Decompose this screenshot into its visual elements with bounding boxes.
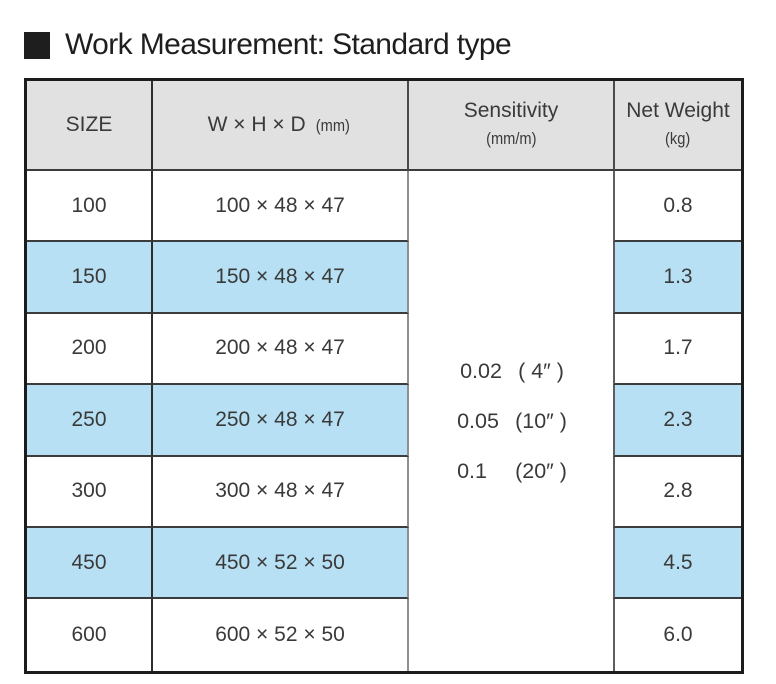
section-header: Work Measurement: Standard type xyxy=(24,28,512,62)
column-header-net-weight: Net Weight (kg) xyxy=(615,81,741,171)
sensitivity-merged-cell: 0.02 ( 4″ ) 0.05 (10″ ) 0.1 (20″ ) xyxy=(409,171,615,671)
net-weight-cell: 6.0 xyxy=(613,599,741,671)
sensitivity-line: 0.05 (10″ ) xyxy=(457,396,567,446)
dimensions-cell: 100 × 48 × 47 xyxy=(153,171,409,243)
size-cell: 600 xyxy=(27,599,153,671)
size-cell: 250 xyxy=(27,385,153,457)
sensitivity-line: 0.02 ( 4″ ) xyxy=(460,346,564,396)
dimensions-unit-label: (mm) xyxy=(315,115,350,135)
net-weight-cell: 4.5 xyxy=(613,527,741,600)
spec-table: SIZE W × H × D (mm) Sensitivity (mm/m) Ne… xyxy=(24,78,744,674)
dimensions-cell: 150 × 48 × 47 xyxy=(153,242,409,314)
column-header-dimensions: W × H × D (mm) xyxy=(153,81,409,171)
page-title: Work Measurement: Standard type xyxy=(65,28,512,61)
net-weight-cell: 0.8 xyxy=(613,171,741,243)
sensitivity-value: 0.05 xyxy=(457,408,499,433)
column-header-dimensions-label: W × H × D (mm) xyxy=(208,111,353,140)
net-weight-cell: 1.7 xyxy=(613,313,741,386)
dimensions-cell: 200 × 48 × 47 xyxy=(153,313,409,386)
sensitivity-unit-label: (mm/m) xyxy=(485,129,537,148)
dimensions-cell: 450 × 52 × 50 xyxy=(153,527,409,600)
size-cell: 450 xyxy=(27,527,153,600)
size-cell: 150 xyxy=(27,242,153,314)
dimensions-cell: 600 × 52 × 50 xyxy=(153,599,409,671)
column-header-size-label: SIZE xyxy=(65,113,113,136)
net-weight-unit-label: (kg) xyxy=(665,129,691,148)
sensitivity-line: 0.1 (20″ ) xyxy=(457,446,567,496)
size-cell: 200 xyxy=(27,313,153,386)
sensitivity-seconds: (10″ ) xyxy=(515,408,567,433)
net-weight-cell: 2.3 xyxy=(613,385,741,457)
size-cell: 300 xyxy=(27,456,153,528)
column-header-net-weight-label: Net Weight xyxy=(626,99,730,122)
sensitivity-value: 0.1 xyxy=(457,458,487,483)
section-bullet-icon xyxy=(24,31,50,59)
column-header-sensitivity-label: Sensitivity xyxy=(463,99,559,122)
dimensions-cell: 250 × 48 × 47 xyxy=(153,385,409,457)
sensitivity-seconds: ( 4″ ) xyxy=(518,358,564,383)
net-weight-cell: 1.3 xyxy=(613,242,741,314)
sensitivity-seconds: (20″ ) xyxy=(515,458,567,483)
size-cell: 100 xyxy=(27,171,153,243)
column-header-size: SIZE xyxy=(27,81,153,171)
column-header-sensitivity: Sensitivity (mm/m) xyxy=(409,81,615,171)
dimensions-cell: 300 × 48 × 47 xyxy=(153,456,409,528)
sensitivity-value: 0.02 xyxy=(460,358,502,383)
net-weight-cell: 2.8 xyxy=(613,456,741,528)
